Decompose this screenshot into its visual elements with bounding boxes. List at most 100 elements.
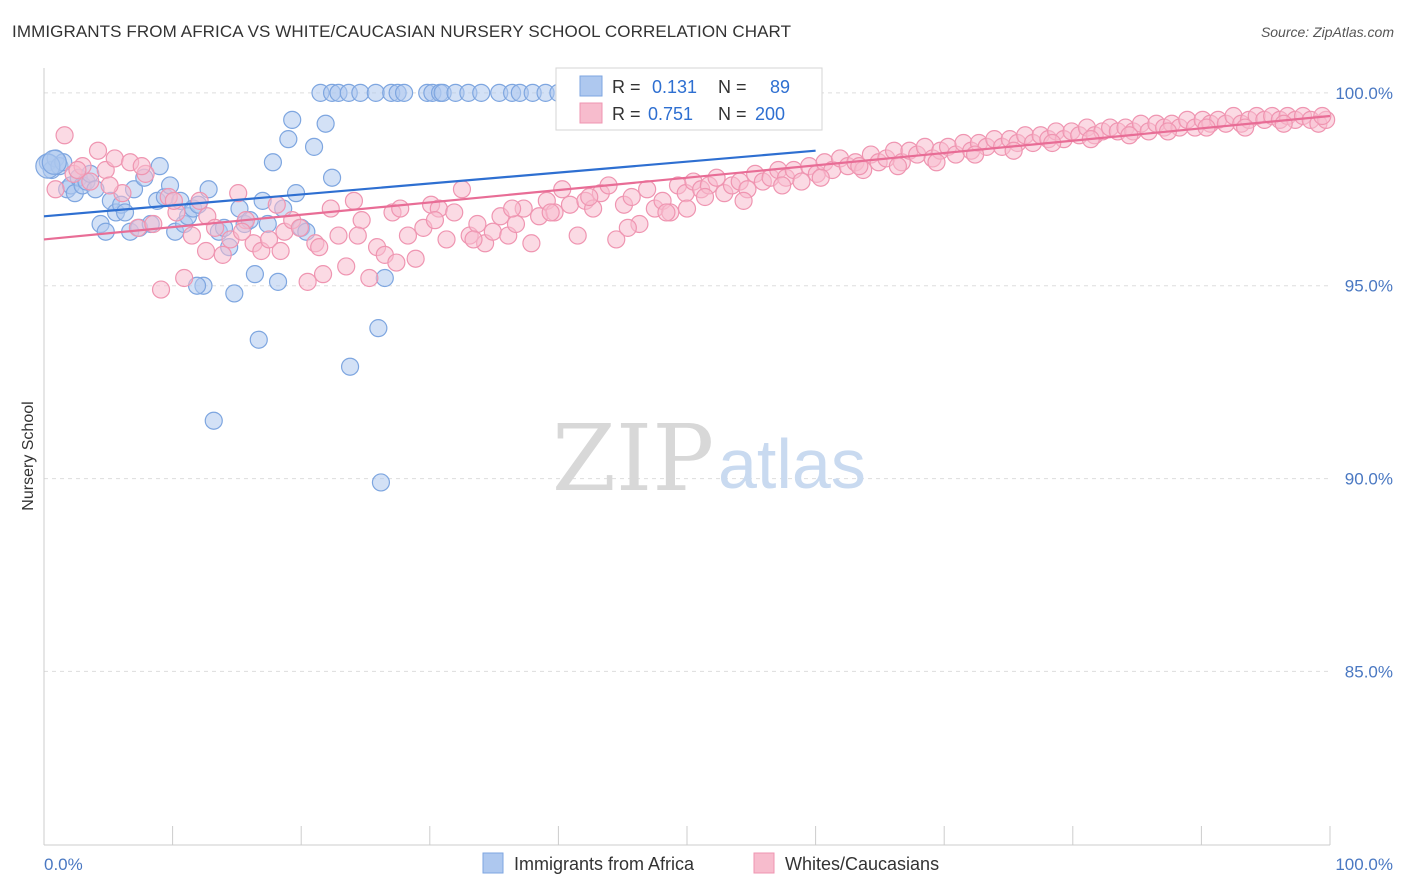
stats-swatch-blue [579,75,603,97]
legend-label-whites: Whites/Caucasians [785,854,939,874]
data-point [677,199,697,218]
data-point [371,473,391,492]
data-point [773,176,792,195]
data-point [344,191,364,210]
data-point [445,203,464,222]
y-tick-label: 100.0% [1335,84,1393,103]
data-point [268,272,288,291]
legend-label-africa: Immigrants from Africa [514,854,695,874]
data-point [279,130,298,149]
stats-n-label-pink: N = [718,104,747,124]
data-point [369,319,388,338]
data-point [182,226,201,245]
data-point [259,230,279,249]
trend-line-africa [43,149,816,218]
data-point [313,265,333,284]
data-point [41,149,67,175]
data-point [46,180,65,199]
data-point [190,191,209,210]
data-point [522,234,541,253]
data-point [811,168,830,187]
stats-n-value-blue: 89 [770,77,790,97]
stats-legend: R = 0.131 N = 89 R = 0.751 N = 200 [555,67,823,131]
data-point [290,218,310,237]
x-tick-label: 0.0% [44,855,83,874]
data-point [304,137,324,156]
data-point [622,187,641,207]
watermark: ZIP atlas [552,405,866,512]
data-point [115,203,135,222]
data-point [888,157,908,176]
trend-lines [43,114,1331,241]
data-point [734,191,753,210]
data-point [105,149,124,168]
data-point [337,257,356,276]
legend-swatch-whites [753,852,775,874]
data-point [452,180,472,199]
y-tick-label: 90.0% [1345,470,1393,489]
y-tick-labels: 85.0% 90.0% 95.0% 100.0% [1335,84,1393,682]
watermark-zip: ZIP [552,405,714,512]
data-point [96,222,115,241]
data-point [638,180,657,199]
data-point [213,245,232,264]
data-point [506,214,526,234]
data-point [394,83,414,102]
bottom-legend: Immigrants from Africa Whites/Caucasians [482,852,939,874]
data-point [618,218,637,237]
data-point [340,357,360,376]
data-point [249,330,268,349]
stats-r-label-pink: R = [612,104,641,124]
data-point [657,203,676,222]
data-point [286,184,306,203]
data-point [352,211,371,230]
data-point [322,168,342,187]
data-point [150,157,169,176]
data-point [560,195,580,214]
watermark-atlas: atlas [718,425,866,503]
data-point [366,83,385,102]
chart-title: IMMIGRANTS FROM AFRICA VS WHITE/CAUCASIA… [12,22,792,41]
data-point [151,280,171,299]
data-point [232,222,252,241]
x-tick-labels: 0.0% 100.0% [44,855,1393,874]
data-point [1274,114,1293,133]
trend-line-whites [43,114,1331,241]
data-point [398,226,418,245]
data-point [298,272,317,291]
data-point [271,241,290,261]
data-point [81,172,100,191]
data-point [472,83,491,102]
data-point [263,153,283,172]
legend-swatch-africa [482,852,504,874]
data-point [225,284,244,303]
series-immigrants-from-africa [35,83,632,492]
data-point [351,83,370,102]
data-point [229,184,248,203]
data-point [464,230,483,249]
data-point [329,226,348,245]
data-point [406,249,425,268]
data-point [55,126,74,145]
stats-n-value-pink: 200 [755,104,785,124]
data-point [310,238,329,257]
data-point [580,187,599,207]
data-point [387,253,406,272]
axes [43,68,1331,846]
stats-swatch-pink [579,102,603,124]
y-tick-label: 85.0% [1345,662,1393,681]
stats-r-value-pink: 0.751 [648,104,693,124]
x-tick-label: 100.0% [1335,855,1393,874]
data-point [707,168,726,187]
data-point [245,265,265,284]
stats-r-label-blue: R = [612,77,641,97]
y-axis-label: Nursery School [20,401,37,510]
data-point [695,187,715,207]
data-point [468,214,487,234]
chart-source: Source: ZipAtlas.com [1260,24,1394,40]
data-point [437,230,456,249]
data-point [196,241,216,261]
data-point [132,157,151,176]
data-point [283,110,302,129]
